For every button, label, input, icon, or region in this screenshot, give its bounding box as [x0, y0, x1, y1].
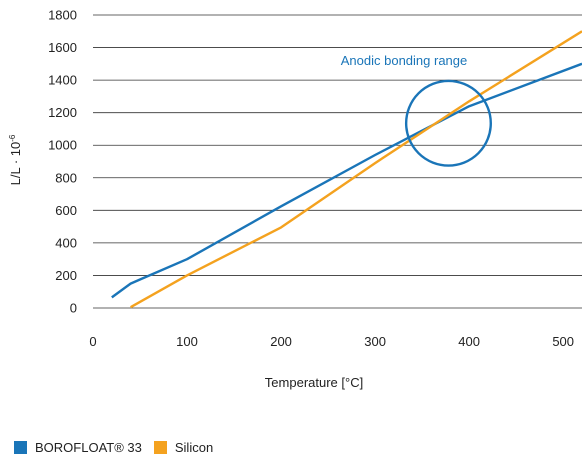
bonding-range-circle: [404, 79, 492, 167]
grid-lines: [93, 14, 582, 309]
legend-swatch-silicon: [153, 440, 167, 454]
x-tick-labels: 0 100 200 300 400 500: [89, 334, 574, 349]
x-tick-label: 0: [89, 334, 96, 349]
series-layer: [111, 30, 582, 309]
y-tick-label: 0: [70, 301, 77, 316]
legend-item-silicon: Silicon: [153, 439, 214, 455]
x-tick-label: 500: [552, 334, 574, 349]
legend: BOROFLOAT® 33 Silicon: [14, 438, 225, 456]
y-tick-label: 1400: [48, 73, 77, 88]
y-axis-title: L/L · 10-6: [8, 134, 23, 185]
x-tick-label: 300: [364, 334, 386, 349]
x-tick-label: 100: [176, 334, 198, 349]
y-tick-label: 1800: [48, 8, 77, 23]
x-tick-label: 200: [270, 334, 292, 349]
annotation-label: Anodic bonding range: [341, 53, 468, 68]
series-line-silicon: [130, 30, 582, 309]
x-tick-label: 400: [458, 334, 480, 349]
legend-label-silicon: Silicon: [174, 439, 214, 455]
legend-item-borofloat: BOROFLOAT® 33: [14, 440, 142, 455]
series-line-borofloat: [111, 62, 582, 299]
y-tick-label: 1600: [48, 40, 77, 55]
legend-swatch-borofloat: [14, 440, 27, 454]
legend-label-borofloat: BOROFLOAT® 33: [35, 439, 142, 455]
y-tick-label: 400: [55, 235, 77, 250]
y-tick-label: 200: [55, 268, 77, 283]
y-tick-label: 800: [55, 170, 77, 185]
y-tick-label: 1000: [48, 138, 77, 153]
y-tick-labels: 0 200 400 600 800 1000 1200 1400 1600 1800: [48, 8, 77, 316]
annotation-layer: Anodic bonding range: [341, 53, 492, 167]
y-tick-label: 600: [55, 203, 77, 218]
x-axis-title: Temperature [°C]: [265, 375, 363, 390]
y-tick-label: 1200: [48, 105, 77, 120]
